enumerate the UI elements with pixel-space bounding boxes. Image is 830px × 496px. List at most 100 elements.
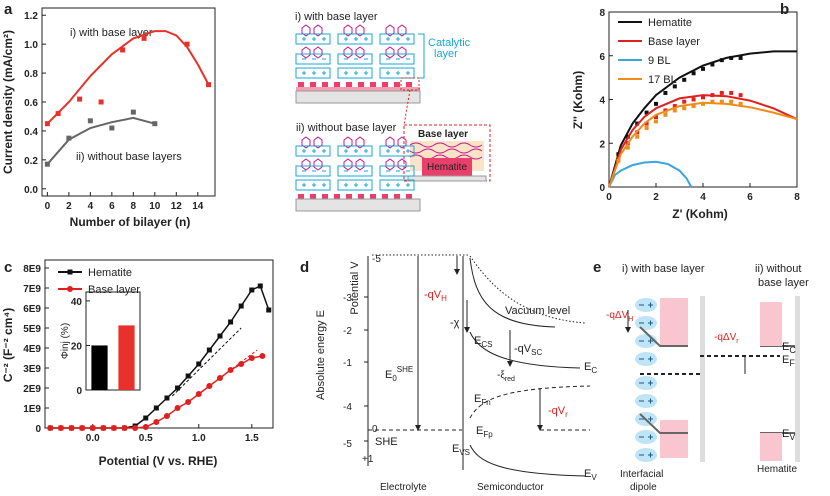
x-tick-label: 14 <box>192 201 204 212</box>
point <box>109 125 115 131</box>
point <box>174 405 181 411</box>
point <box>66 135 72 141</box>
y-tick-label: 2E9 <box>23 384 41 395</box>
y-tick-label: 8E9 <box>23 264 41 275</box>
line <box>608 94 798 188</box>
y-axis-label: Current density (mA/cm²) <box>1 30 15 174</box>
legend-label: Base layer <box>88 284 140 296</box>
y-axis-label: C⁻² (F⁻² cm⁴) <box>1 308 15 383</box>
y-tick-label: 5E9 <box>23 324 41 335</box>
y-tick-label: 0.8 <box>24 69 38 80</box>
layer-stack <box>296 137 330 190</box>
point <box>238 303 244 309</box>
point <box>682 99 687 104</box>
point <box>227 367 234 373</box>
schematic-title: i) with base layer <box>295 11 378 23</box>
conduction-region <box>760 302 782 346</box>
y-axis-label: Z'' (Kohm) <box>571 71 585 129</box>
point <box>98 99 104 105</box>
label: -qΔVH <box>606 310 633 323</box>
base-pattern <box>298 82 412 87</box>
point <box>216 375 223 381</box>
point <box>691 97 696 102</box>
y-tick-label: 0 <box>35 424 41 435</box>
line <box>46 116 156 165</box>
y-tick-label: 0.6 <box>24 98 38 109</box>
bar <box>118 325 135 390</box>
label: EFp <box>476 425 493 439</box>
label: -qVr <box>548 405 568 419</box>
label: EFn <box>474 393 491 407</box>
point <box>44 121 50 127</box>
point <box>729 55 734 60</box>
zoom-line <box>403 89 411 126</box>
title: ii) without <box>755 263 801 275</box>
x-tick-label: 0 <box>606 192 612 203</box>
x-axis-label: Potential (V vs. RHE) <box>99 454 218 468</box>
panel-label: c <box>4 259 12 276</box>
point <box>206 383 213 389</box>
layer-stack <box>338 25 372 78</box>
x-tick-label: 12 <box>171 201 183 212</box>
point <box>701 101 705 106</box>
polymer <box>409 142 483 160</box>
legend-marker <box>67 286 73 292</box>
y-tick-label: 8 <box>599 8 605 19</box>
y-tick-label: 1.0 <box>24 40 38 51</box>
annotation: i) with base layer <box>70 27 153 39</box>
point <box>206 82 212 88</box>
x-axis-label: Number of bilayer (n) <box>70 215 191 229</box>
label: -qVSC <box>514 343 542 357</box>
valence-band <box>469 444 586 477</box>
x-tick-label: 8 <box>794 192 800 203</box>
line <box>608 101 798 188</box>
point <box>738 55 743 60</box>
legend-label: 9 BL <box>648 55 671 67</box>
plot-frame <box>85 291 141 391</box>
tick-label: -3 <box>343 293 352 304</box>
hematite-block <box>422 158 472 176</box>
point <box>701 66 705 71</box>
y-tick-label: 3E9 <box>23 364 41 375</box>
label: -qVH <box>424 289 447 303</box>
line <box>46 30 210 125</box>
point <box>132 425 139 431</box>
axis-label: Absolute energy E <box>315 310 327 400</box>
y-tick-label: 0 <box>599 183 605 194</box>
point <box>719 58 724 63</box>
point <box>44 161 50 167</box>
hematite-layer <box>296 87 420 91</box>
x-tick-label: 2 <box>66 201 72 212</box>
point <box>87 118 93 124</box>
layer-stack <box>338 137 372 190</box>
point <box>710 62 715 67</box>
point <box>153 419 160 425</box>
conduction-band <box>469 331 581 369</box>
point <box>142 424 149 430</box>
label: ECS <box>474 335 492 349</box>
x-tick-label: 4 <box>88 201 94 212</box>
label: EV <box>782 428 795 442</box>
y-axis-label: Φinj (%) <box>60 323 71 359</box>
bar <box>91 345 108 390</box>
point <box>259 353 266 359</box>
x-tick-label: 0 <box>45 201 51 212</box>
label: Catalytic <box>428 37 471 49</box>
point <box>206 347 212 353</box>
line <box>50 355 263 429</box>
point <box>257 283 263 289</box>
point <box>710 99 715 104</box>
tick-label: -5 <box>343 439 352 450</box>
point <box>663 112 668 117</box>
label: -ξred <box>497 370 515 383</box>
point <box>729 90 734 95</box>
label: Vacuum level <box>505 305 570 317</box>
x-axis-label: Z' (Kohm) <box>672 207 728 221</box>
point <box>644 110 649 115</box>
point <box>249 287 255 293</box>
tick-label: -2 <box>343 326 352 337</box>
y-tick-label: 4 <box>599 96 605 107</box>
point <box>682 77 687 82</box>
base-pattern <box>298 194 412 199</box>
